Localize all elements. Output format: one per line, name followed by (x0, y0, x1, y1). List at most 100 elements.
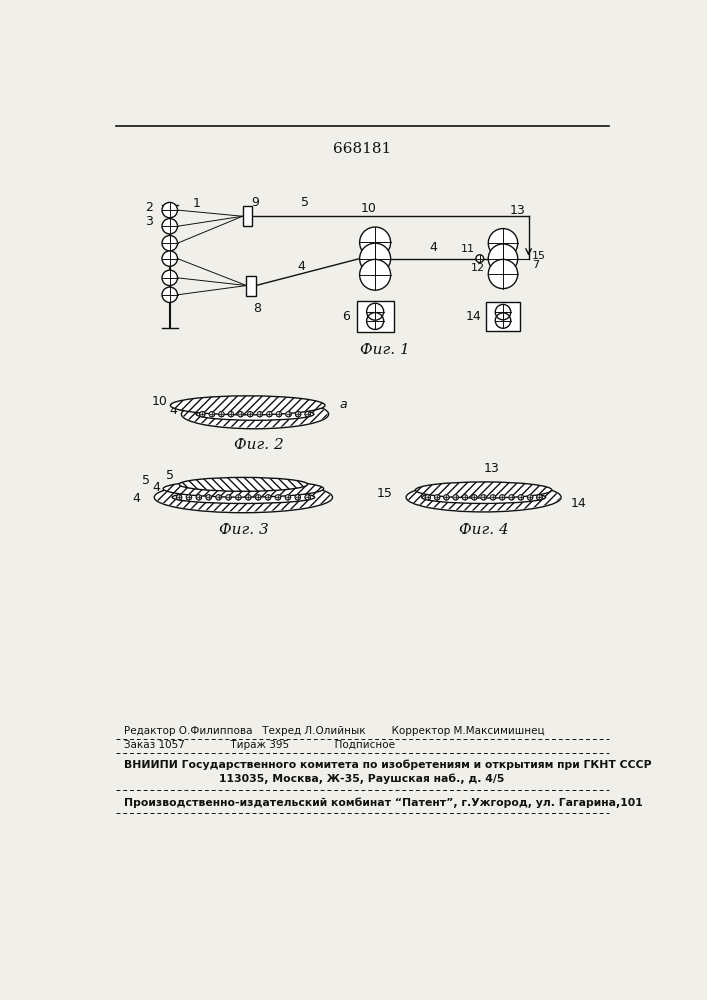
Circle shape (275, 495, 281, 500)
Text: 8: 8 (253, 302, 262, 315)
Circle shape (434, 495, 440, 500)
Ellipse shape (406, 483, 561, 512)
Circle shape (247, 411, 253, 417)
Circle shape (509, 495, 514, 500)
Text: ВНИИПИ Государственного комитета по изобретениям и открытиям при ГКНТ СССР: ВНИИПИ Государственного комитета по изоб… (124, 759, 652, 770)
Text: 15: 15 (532, 251, 546, 261)
Circle shape (196, 495, 201, 500)
Ellipse shape (154, 482, 332, 513)
Circle shape (255, 495, 261, 500)
Text: Редактор О.Филиппова   Техред Л.Олийнык        Корректор М.Максимишнец: Редактор О.Филиппова Техред Л.Олийнык Ко… (124, 726, 544, 736)
Circle shape (238, 411, 243, 417)
Ellipse shape (196, 408, 314, 420)
Ellipse shape (179, 477, 308, 491)
Circle shape (425, 495, 431, 500)
Circle shape (453, 495, 458, 500)
Circle shape (360, 243, 391, 274)
Circle shape (276, 411, 281, 417)
Circle shape (295, 495, 300, 500)
Circle shape (481, 495, 486, 500)
Circle shape (286, 411, 291, 417)
Bar (247, 276, 256, 296)
Circle shape (199, 411, 205, 417)
Text: 4: 4 (429, 241, 437, 254)
Circle shape (267, 411, 272, 417)
Text: 668181: 668181 (333, 142, 391, 156)
Circle shape (285, 495, 291, 500)
Circle shape (453, 495, 458, 500)
Circle shape (216, 495, 221, 500)
Circle shape (162, 251, 177, 266)
Circle shape (518, 495, 524, 500)
Circle shape (462, 495, 468, 500)
Circle shape (490, 495, 496, 500)
Circle shape (285, 495, 291, 500)
Circle shape (162, 219, 177, 234)
Text: 10: 10 (361, 202, 377, 215)
Ellipse shape (163, 480, 324, 497)
Text: 15: 15 (376, 487, 392, 500)
Circle shape (537, 495, 542, 500)
Text: 5: 5 (165, 469, 174, 482)
Circle shape (489, 259, 518, 289)
Ellipse shape (172, 491, 315, 503)
Circle shape (500, 495, 505, 500)
Circle shape (481, 495, 486, 500)
Circle shape (489, 229, 518, 258)
Circle shape (305, 411, 310, 417)
Circle shape (444, 495, 449, 500)
Circle shape (238, 411, 243, 417)
Circle shape (489, 244, 518, 273)
Text: 4: 4 (132, 492, 140, 505)
Bar (356, 301, 394, 332)
Circle shape (305, 411, 310, 417)
Text: 7: 7 (532, 260, 539, 270)
Circle shape (209, 411, 215, 417)
Circle shape (235, 495, 241, 500)
Text: Фиг. 2: Фиг. 2 (234, 438, 284, 452)
Circle shape (527, 495, 533, 500)
Circle shape (434, 495, 440, 500)
Circle shape (286, 411, 291, 417)
Text: 12: 12 (471, 263, 485, 273)
Text: a: a (339, 398, 347, 411)
Ellipse shape (421, 491, 546, 503)
Circle shape (305, 495, 310, 500)
Circle shape (228, 411, 234, 417)
Circle shape (206, 495, 211, 500)
Ellipse shape (416, 482, 552, 498)
Text: 14: 14 (571, 497, 586, 510)
Circle shape (500, 495, 505, 500)
Circle shape (176, 495, 182, 500)
Circle shape (296, 411, 301, 417)
Circle shape (518, 495, 524, 500)
Text: 4: 4 (153, 481, 160, 494)
Circle shape (360, 227, 391, 258)
Circle shape (267, 411, 272, 417)
Text: 113035, Москва, Ж-35, Раушская наб., д. 4/5: 113035, Москва, Ж-35, Раушская наб., д. … (219, 773, 505, 784)
Text: Фиг. 4: Фиг. 4 (459, 523, 508, 537)
Circle shape (162, 270, 177, 286)
Circle shape (265, 495, 271, 500)
Circle shape (257, 411, 262, 417)
Text: 5: 5 (142, 474, 151, 487)
Text: 4: 4 (170, 404, 177, 417)
Circle shape (209, 411, 215, 417)
Circle shape (257, 411, 262, 417)
Circle shape (476, 255, 484, 262)
Text: 11: 11 (461, 244, 475, 254)
Circle shape (490, 495, 496, 500)
Text: Заказ 1057              Тираж 395              Подписное: Заказ 1057 Тираж 395 Подписное (124, 740, 395, 750)
Text: 10: 10 (151, 395, 168, 408)
Circle shape (245, 495, 251, 500)
Text: Фиг. 3: Фиг. 3 (218, 523, 268, 537)
Text: 6: 6 (341, 310, 350, 323)
Circle shape (176, 495, 182, 500)
Circle shape (255, 495, 261, 500)
Text: 3: 3 (145, 215, 153, 228)
Text: 13: 13 (509, 204, 525, 217)
Circle shape (527, 495, 533, 500)
Text: 13: 13 (484, 462, 499, 475)
Circle shape (275, 495, 281, 500)
Circle shape (162, 235, 177, 251)
